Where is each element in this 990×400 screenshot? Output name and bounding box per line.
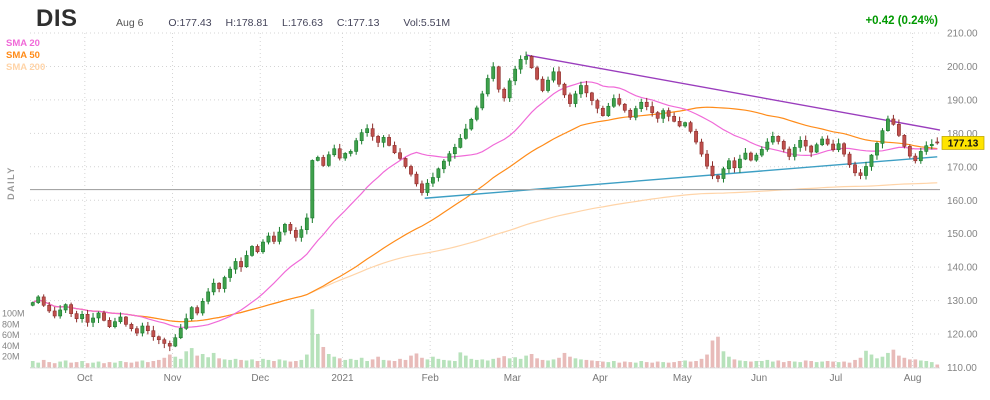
last-price-tag: 177.13 (941, 136, 985, 150)
svg-text:170.00: 170.00 (947, 162, 978, 173)
sma-50-line (32, 106, 938, 323)
svg-text:May: May (673, 373, 692, 384)
svg-text:Feb: Feb (422, 373, 440, 384)
svg-text:Jun: Jun (751, 373, 767, 384)
quote-date: Aug 6 (116, 17, 144, 29)
grid-lines (30, 32, 940, 369)
legend-sma-200: SMA 200 (6, 62, 46, 73)
ascending-support-line (424, 156, 938, 199)
svg-text:40M: 40M (2, 341, 20, 351)
legend-sma-20: SMA 20 (6, 38, 40, 49)
svg-text:Nov: Nov (164, 373, 182, 384)
svg-text:Dec: Dec (251, 373, 269, 384)
svg-text:160.00: 160.00 (947, 196, 978, 207)
volume-bars (30, 309, 940, 368)
svg-text:80M: 80M (2, 319, 20, 329)
svg-text:120.00: 120.00 (947, 330, 978, 341)
svg-text:200.00: 200.00 (947, 62, 978, 73)
svg-text:Apr: Apr (592, 373, 608, 384)
timeframe-label: DAILY (6, 166, 16, 200)
legend-sma-50: SMA 50 (6, 50, 40, 61)
quote-close: C:177.13 (336, 17, 380, 29)
quote-volume: Vol:5.51M (403, 17, 451, 29)
quote-summary: Aug 6 O:177.43 H:178.81 L:176.63 C:177.1… (116, 17, 461, 29)
ticker-symbol: DIS (36, 5, 78, 32)
sma-200-line (32, 182, 938, 323)
svg-text:Jul: Jul (829, 373, 842, 384)
svg-text:210.00: 210.00 (947, 29, 978, 40)
svg-text:60M: 60M (2, 330, 20, 340)
svg-text:177.13: 177.13 (948, 138, 979, 149)
descending-resistance-line (525, 54, 941, 131)
quote-low: L:176.63 (282, 17, 323, 29)
sma-20-line (32, 81, 938, 328)
svg-text:2021: 2021 (331, 373, 354, 384)
quote-high: H:178.81 (225, 17, 269, 29)
svg-text:140.00: 140.00 (947, 263, 978, 274)
svg-text:20M: 20M (2, 352, 20, 362)
svg-text:Oct: Oct (77, 373, 93, 384)
svg-text:Aug: Aug (904, 373, 922, 384)
svg-text:180.00: 180.00 (947, 129, 978, 140)
svg-text:Mar: Mar (504, 373, 522, 384)
svg-text:190.00: 190.00 (947, 95, 978, 106)
svg-text:110.00: 110.00 (947, 363, 977, 374)
svg-text:150.00: 150.00 (947, 229, 978, 240)
price-change: +0.42 (0.24%) (865, 15, 938, 27)
svg-text:100M: 100M (2, 309, 25, 319)
candles (30, 51, 940, 352)
svg-text:130.00: 130.00 (947, 296, 978, 307)
month-axis-labels: Oct Nov Dec 2021 Feb Mar Apr May Jun Jul Aug (77, 373, 921, 384)
sma-legend: SMA 20 SMA 50 SMA 200 (6, 38, 45, 74)
price-axis-labels: 210.00 200.00 190.00 180.00 170.00 160.00 150.… (947, 29, 978, 375)
sma-lines (32, 81, 938, 328)
trendlines (30, 54, 941, 199)
quote-open: O:177.43 (168, 17, 212, 29)
